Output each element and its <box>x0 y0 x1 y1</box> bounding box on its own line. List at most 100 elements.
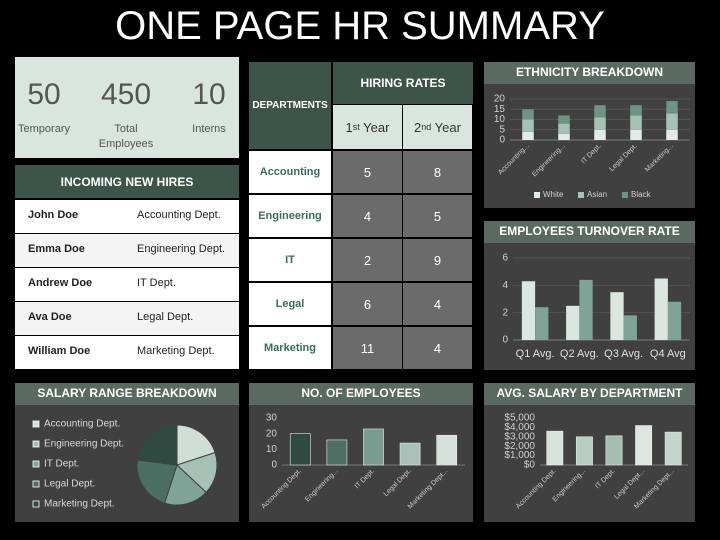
x-tick-label: Q1 Avg. <box>516 348 555 360</box>
hire-name: William Doe <box>28 345 91 357</box>
column-label: 2 <box>414 119 422 135</box>
x-tick-label: Q3 Avg. <box>604 348 643 360</box>
column-label: 1 <box>345 119 353 135</box>
new-hires-header: INCOMING NEW HIRES <box>15 165 239 198</box>
legend-label: Black <box>631 190 652 199</box>
hire-dept: Engineering Dept. <box>137 243 226 255</box>
bar <box>535 307 549 340</box>
table-header: HIRING RATES <box>333 62 473 104</box>
bar <box>575 436 593 466</box>
panel-title: ETHNICITY BREAKDOWN <box>516 65 663 79</box>
bar <box>566 305 580 340</box>
column-label-sup: nd <box>421 122 432 132</box>
legend-label: Marketing Dept. <box>44 499 115 510</box>
department-cell: Marketing <box>249 327 331 369</box>
y-tick-label: 20 <box>266 428 278 439</box>
rate-cell: 4 <box>403 283 472 325</box>
panel-title: SALARY RANGE BREAKDOWN <box>37 386 216 400</box>
stat-value: 450 <box>100 78 152 111</box>
hire-row <box>15 302 239 335</box>
pie-slice <box>164 464 207 506</box>
legend-label: Engineering Dept. <box>44 439 124 450</box>
rate-cell: 9 <box>403 239 472 281</box>
bar-segment <box>522 131 534 140</box>
bar <box>635 425 653 466</box>
bar-segment <box>630 105 642 116</box>
bar-segment <box>522 119 534 132</box>
bar-segment <box>666 113 678 130</box>
legend-marker <box>578 192 584 198</box>
bar <box>363 428 384 466</box>
y-tick-label: 0 <box>271 460 277 471</box>
pie-slice <box>176 424 216 466</box>
legend-label: Legal Dept. <box>44 479 95 490</box>
column-label-sup: st <box>352 122 360 132</box>
bar <box>399 442 421 466</box>
department-cell: Engineering <box>249 195 331 237</box>
legend-marker <box>32 500 40 508</box>
y-tick-label: $3,000 <box>504 431 535 442</box>
rate-cell: 11 <box>333 327 402 369</box>
hire-name: Ava Doe <box>28 311 72 323</box>
y-tick-label: 0 <box>502 335 508 346</box>
table-header: DEPARTMENTS <box>249 62 331 149</box>
rate-cell: 4 <box>403 327 472 369</box>
y-tick-label: $2,000 <box>504 441 535 452</box>
rate-cell: 8 <box>403 151 472 193</box>
bar <box>289 433 311 466</box>
y-tick-label: 15 <box>494 104 506 115</box>
hire-row <box>15 200 239 233</box>
legend-label: Accounting Dept. <box>44 419 120 430</box>
legend-marker <box>32 460 40 468</box>
rate-cell: 5 <box>403 195 472 237</box>
bar <box>326 439 348 466</box>
bar-segment <box>594 105 606 118</box>
rate-cell: 6 <box>333 283 402 325</box>
hire-dept: Marketing Dept. <box>137 345 215 357</box>
bar-segment <box>594 129 606 140</box>
bar <box>521 281 536 340</box>
y-tick-label: 20 <box>494 94 506 105</box>
legend-label: White <box>543 190 564 199</box>
rate-cell: 4 <box>333 195 402 237</box>
y-tick-label: $0 <box>524 460 536 471</box>
stat-label: Temporary <box>18 123 70 135</box>
column-label: Year <box>431 119 461 135</box>
panel <box>484 62 695 208</box>
column-label: Year <box>359 119 390 135</box>
panel-header <box>249 383 473 405</box>
rate-cell: 2 <box>333 239 402 281</box>
panel-title: EMPLOYEES TURNOVER RATE <box>499 224 679 238</box>
x-tick-label: Q4 Avg <box>650 348 686 360</box>
stat-value: 10 <box>192 78 226 111</box>
bar-segment <box>594 117 606 130</box>
hire-name: John Doe <box>28 209 79 221</box>
department-cell: IT <box>249 239 331 281</box>
panel-header <box>484 62 695 84</box>
bar <box>546 430 564 466</box>
panel <box>249 383 473 522</box>
bar-segment <box>666 101 678 114</box>
legend-marker <box>534 192 540 198</box>
hire-dept: Accounting Dept. <box>137 209 221 221</box>
legend-label: Asian <box>587 190 607 199</box>
page-title: ONE PAGE HR SUMMARY <box>115 4 605 48</box>
bar <box>623 315 637 340</box>
panel-header <box>484 383 695 405</box>
rate-cell: 5 <box>333 151 402 193</box>
bar-segment <box>630 115 642 130</box>
hire-name: Emma Doe <box>28 243 85 255</box>
bar <box>579 279 593 340</box>
panel-title: NO. OF EMPLOYEES <box>301 386 420 400</box>
legend-marker <box>32 440 40 448</box>
y-tick-label: 10 <box>494 114 506 125</box>
y-tick-label: 2 <box>502 307 508 318</box>
hire-row <box>15 336 239 369</box>
y-tick-label: 6 <box>502 253 508 264</box>
panel-header <box>484 221 695 243</box>
stats-box <box>15 57 239 158</box>
y-tick-label: 5 <box>499 124 505 135</box>
pie-slice <box>176 452 218 494</box>
